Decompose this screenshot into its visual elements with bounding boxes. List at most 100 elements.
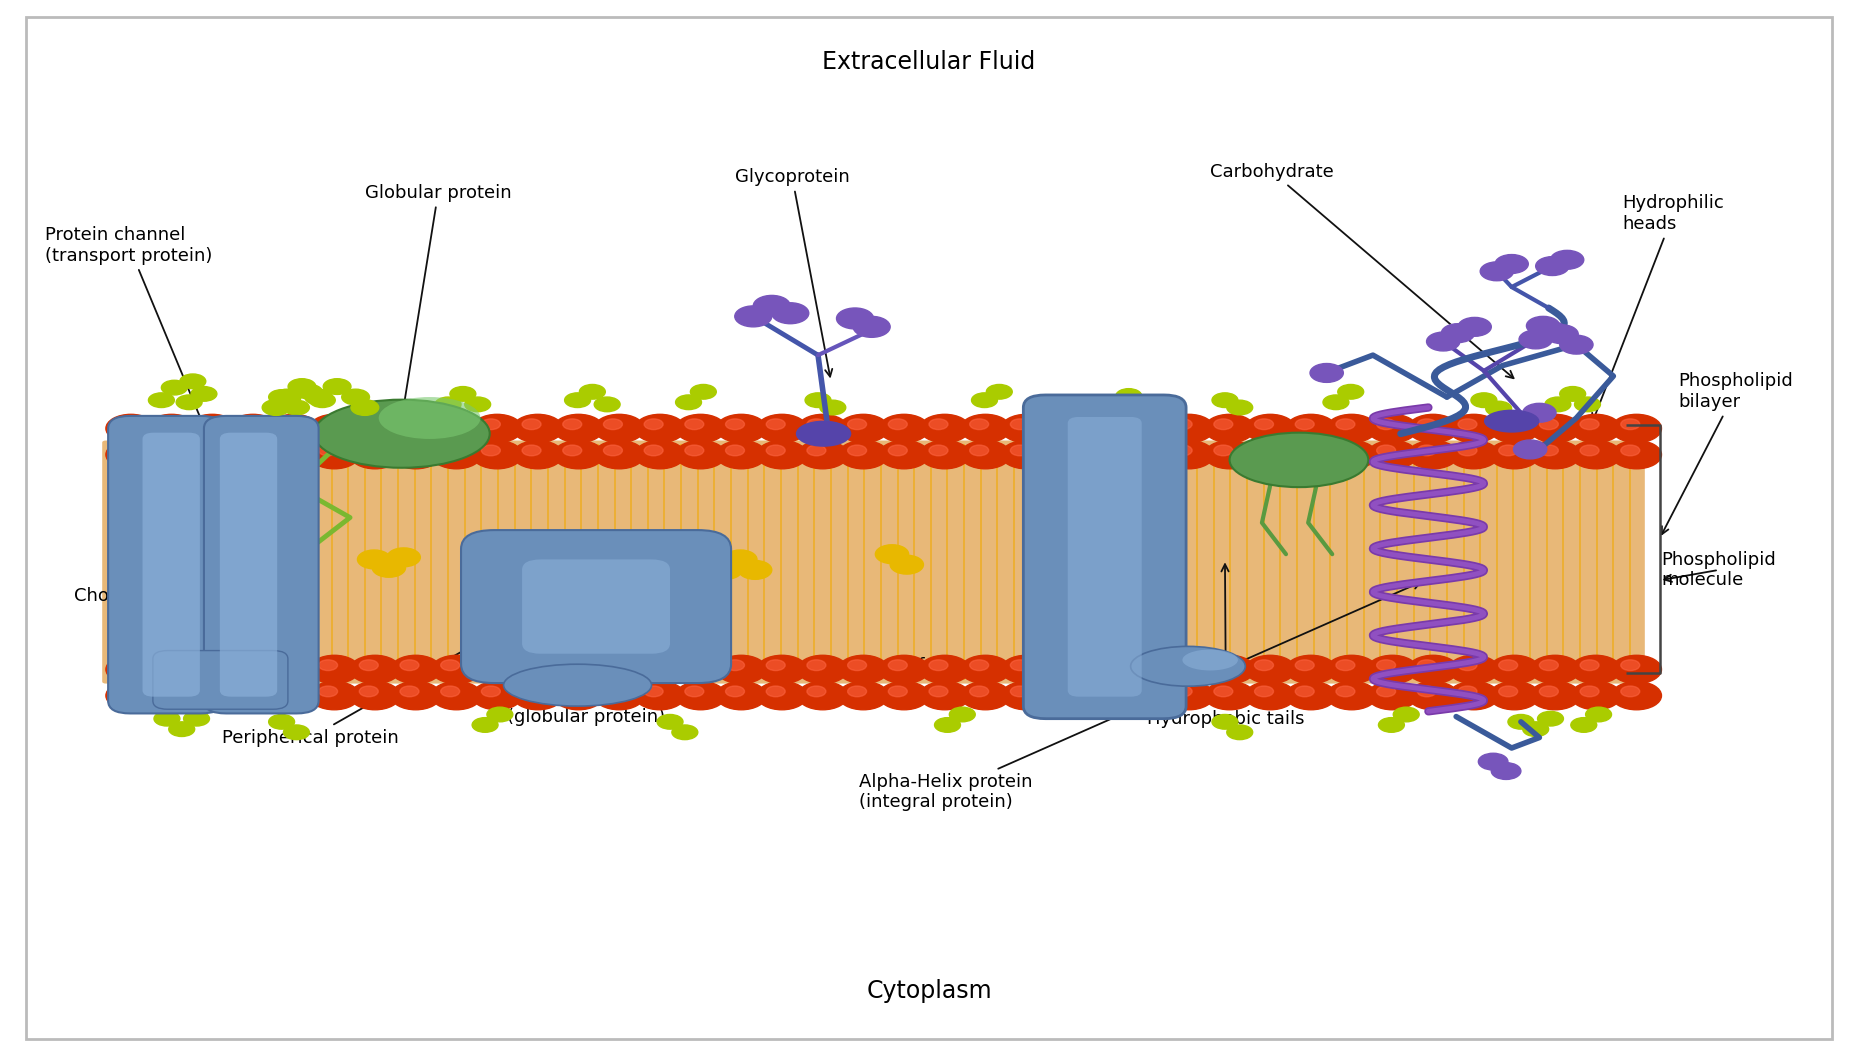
FancyBboxPatch shape bbox=[108, 416, 223, 714]
Circle shape bbox=[154, 712, 180, 727]
Circle shape bbox=[717, 681, 765, 710]
Circle shape bbox=[1376, 419, 1395, 430]
Circle shape bbox=[1042, 440, 1092, 469]
Circle shape bbox=[756, 656, 806, 683]
Circle shape bbox=[1133, 445, 1151, 456]
Circle shape bbox=[1083, 414, 1133, 442]
Circle shape bbox=[1417, 660, 1435, 671]
Circle shape bbox=[269, 715, 295, 729]
Circle shape bbox=[440, 686, 459, 697]
Ellipse shape bbox=[1131, 646, 1244, 686]
Circle shape bbox=[1285, 656, 1335, 683]
Text: Phospholipid
bilayer: Phospholipid bilayer bbox=[1660, 373, 1792, 534]
Circle shape bbox=[513, 656, 563, 683]
Circle shape bbox=[672, 725, 698, 739]
Circle shape bbox=[644, 686, 663, 697]
Circle shape bbox=[1172, 419, 1192, 430]
Circle shape bbox=[390, 656, 440, 683]
Circle shape bbox=[1092, 445, 1110, 456]
Circle shape bbox=[1619, 686, 1640, 697]
Circle shape bbox=[1042, 414, 1092, 442]
Circle shape bbox=[969, 660, 988, 671]
Circle shape bbox=[1408, 656, 1458, 683]
Circle shape bbox=[1244, 656, 1294, 683]
Circle shape bbox=[1569, 414, 1619, 442]
Circle shape bbox=[279, 445, 297, 456]
Circle shape bbox=[1619, 419, 1640, 430]
Circle shape bbox=[919, 414, 969, 442]
Text: Protein channel
(transport protein): Protein channel (transport protein) bbox=[45, 226, 212, 439]
Circle shape bbox=[115, 419, 134, 430]
Circle shape bbox=[724, 686, 745, 697]
Circle shape bbox=[1309, 363, 1343, 382]
Circle shape bbox=[1326, 681, 1376, 710]
Circle shape bbox=[279, 660, 297, 671]
Circle shape bbox=[1573, 397, 1599, 412]
Circle shape bbox=[481, 660, 500, 671]
Circle shape bbox=[1558, 335, 1591, 354]
Circle shape bbox=[1285, 414, 1335, 442]
Circle shape bbox=[279, 686, 297, 697]
Text: Cholesterol: Cholesterol bbox=[74, 587, 240, 605]
Ellipse shape bbox=[314, 399, 490, 468]
Circle shape bbox=[676, 395, 702, 410]
Circle shape bbox=[1083, 656, 1133, 683]
Circle shape bbox=[1499, 445, 1517, 456]
Circle shape bbox=[349, 440, 399, 469]
Circle shape bbox=[676, 440, 724, 469]
Circle shape bbox=[1101, 397, 1127, 412]
Circle shape bbox=[1538, 712, 1562, 727]
Circle shape bbox=[1133, 419, 1151, 430]
Circle shape bbox=[1508, 715, 1534, 729]
Circle shape bbox=[106, 681, 156, 710]
Circle shape bbox=[1162, 440, 1213, 469]
Circle shape bbox=[878, 414, 928, 442]
Circle shape bbox=[1010, 419, 1029, 430]
Circle shape bbox=[806, 660, 826, 671]
Circle shape bbox=[1162, 414, 1213, 442]
Circle shape bbox=[269, 656, 318, 683]
Circle shape bbox=[806, 445, 826, 456]
Circle shape bbox=[1226, 400, 1252, 415]
Circle shape bbox=[269, 681, 318, 710]
Circle shape bbox=[553, 656, 604, 683]
Circle shape bbox=[594, 397, 620, 412]
Circle shape bbox=[1408, 681, 1458, 710]
Circle shape bbox=[147, 681, 197, 710]
Circle shape bbox=[1294, 419, 1313, 430]
Circle shape bbox=[310, 656, 358, 683]
Ellipse shape bbox=[1181, 649, 1237, 671]
Circle shape bbox=[890, 555, 923, 574]
Circle shape bbox=[949, 708, 975, 722]
Circle shape bbox=[565, 393, 591, 408]
Circle shape bbox=[481, 686, 500, 697]
Circle shape bbox=[765, 686, 786, 697]
Circle shape bbox=[318, 419, 338, 430]
Circle shape bbox=[1534, 322, 1565, 340]
Circle shape bbox=[1244, 681, 1294, 710]
Circle shape bbox=[1526, 317, 1558, 335]
Circle shape bbox=[928, 686, 947, 697]
Circle shape bbox=[960, 656, 1010, 683]
Circle shape bbox=[1051, 686, 1070, 697]
Circle shape bbox=[1001, 656, 1051, 683]
Circle shape bbox=[390, 681, 440, 710]
Circle shape bbox=[1123, 440, 1172, 469]
Circle shape bbox=[1010, 660, 1029, 671]
Circle shape bbox=[888, 660, 906, 671]
Circle shape bbox=[349, 681, 399, 710]
Circle shape bbox=[487, 708, 513, 722]
Circle shape bbox=[1426, 332, 1460, 351]
Circle shape bbox=[709, 561, 741, 580]
Circle shape bbox=[1417, 686, 1435, 697]
Circle shape bbox=[1480, 262, 1513, 281]
Circle shape bbox=[1051, 660, 1070, 671]
Circle shape bbox=[878, 440, 928, 469]
Circle shape bbox=[852, 317, 890, 337]
Circle shape bbox=[1083, 440, 1133, 469]
Circle shape bbox=[604, 445, 622, 456]
Circle shape bbox=[513, 414, 563, 442]
Circle shape bbox=[1116, 389, 1140, 403]
Circle shape bbox=[971, 393, 997, 408]
Circle shape bbox=[310, 393, 334, 408]
